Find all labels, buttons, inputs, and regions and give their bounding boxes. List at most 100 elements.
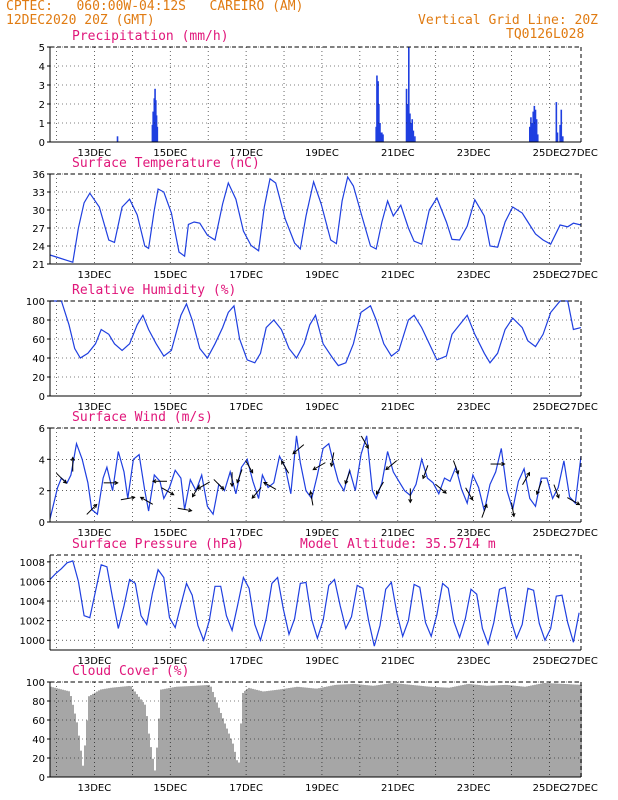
cloud-bar: [178, 686, 180, 777]
wind-arrow-head: [114, 480, 119, 485]
cloud-bar: [108, 688, 110, 777]
cloud-bar: [410, 684, 412, 777]
y-tick-label: 40: [32, 735, 45, 746]
cloud-bar: [326, 686, 328, 777]
wind-arrow: [139, 496, 154, 505]
wind-arrow: [120, 495, 136, 501]
wind-arrow: [553, 484, 560, 499]
x-tick-label: 25DEC: [533, 270, 567, 281]
cloud-bar: [66, 690, 68, 777]
cloud-bar: [442, 687, 444, 777]
cloud-bar: [144, 704, 146, 777]
wind-arrow: [452, 460, 460, 475]
wind-arrow-head: [151, 479, 157, 484]
wind-arrow-shaft: [86, 504, 98, 515]
cloud-bar: [312, 688, 314, 777]
cloud-bar: [566, 684, 568, 777]
wind-arrow-head: [139, 496, 145, 501]
cloud-bar: [72, 704, 74, 777]
cloud-bar: [438, 687, 440, 777]
cloud-bar: [80, 750, 82, 777]
wind-arrow-head: [70, 456, 75, 461]
wind-arrow: [329, 452, 335, 468]
cloud-bar: [196, 685, 198, 777]
wind-arrow-head: [422, 474, 427, 480]
wind-arrow-shaft: [511, 502, 515, 517]
cloud-bar: [424, 686, 426, 777]
precip-bar: [379, 132, 382, 142]
cloud-bar: [320, 687, 322, 777]
x-tick-label: 17DEC: [229, 783, 263, 794]
cloud-bar: [198, 685, 200, 777]
wind-arrow: [196, 481, 210, 490]
x-tick-label: 27DEC: [564, 148, 598, 159]
x-tick-label: 21DEC: [381, 783, 415, 794]
cloud-bar: [214, 697, 216, 777]
cloud-bar: [294, 687, 296, 777]
x-tick-label: 15DEC: [153, 270, 187, 281]
cloud-bar: [184, 686, 186, 777]
cloud-bar: [228, 733, 230, 777]
header-date: 12DEC2020 20Z (GMT): [6, 13, 155, 28]
cloud-bar: [62, 689, 64, 777]
precip-bar: [528, 126, 531, 142]
cloud-bar: [306, 687, 308, 777]
precip-bar: [405, 88, 408, 142]
wind-arrow-head: [375, 490, 380, 496]
cloud-bar: [84, 745, 86, 777]
precip-bar: [414, 136, 416, 142]
y-tick-label: 21: [32, 260, 45, 271]
cloud-bar: [128, 685, 130, 777]
cloud-bar: [134, 691, 136, 777]
wind-arrow-head: [292, 450, 297, 455]
wind-arrow-head: [263, 481, 268, 486]
cloud-bar: [550, 683, 552, 777]
cloud-bar: [204, 685, 206, 777]
cloud-bar: [568, 684, 570, 777]
cloud-bar: [94, 692, 96, 777]
wind-arrow-head: [511, 512, 516, 518]
cloud-bar: [354, 683, 356, 777]
cloud-bar: [448, 687, 450, 777]
cloud-bar: [96, 691, 98, 777]
wind-arrow-head: [196, 485, 202, 490]
cloud-bar: [232, 743, 234, 777]
cloud-bar: [506, 684, 508, 777]
wind-arrow-head: [501, 461, 506, 467]
cloud-bar: [572, 684, 574, 777]
rh-panel: 0 20 40 60 80 100 13DEC 15DEC 17DEC 19DEC 21DEC 23D…: [26, 297, 598, 413]
cloud-bar: [402, 684, 404, 777]
cloud-bar: [172, 687, 174, 777]
cloud-bar: [470, 684, 472, 777]
cloud-bar: [70, 696, 72, 777]
cloud-bar: [504, 684, 506, 777]
precip-bar: [116, 136, 119, 142]
wind-arrow: [535, 480, 543, 496]
cloud-bar: [82, 765, 84, 777]
wind-arrow-shaft: [56, 472, 67, 484]
wind-arrow: [481, 503, 488, 518]
cloud-bar: [220, 712, 222, 777]
x-tick-label: 21DEC: [381, 270, 415, 281]
wind-arrow-shaft: [309, 491, 314, 506]
y-tick-label: 60: [32, 335, 45, 346]
wind-arrow-head: [131, 495, 136, 500]
wind-arrow-shaft: [465, 487, 474, 501]
cloud-bar: [374, 685, 376, 777]
y-tick-label: 27: [32, 224, 45, 235]
wind-arrow: [360, 435, 369, 450]
cloud-bar: [314, 688, 316, 777]
cloud-bar: [258, 690, 260, 777]
cloud-bar: [570, 684, 572, 777]
wind-arrow: [161, 487, 175, 496]
cloud-bar: [548, 683, 550, 777]
y-tick-label: 0: [39, 138, 45, 149]
cloud-bar: [256, 689, 258, 777]
cloud-bar: [418, 685, 420, 777]
x-tick-label: 27DEC: [564, 402, 598, 413]
x-tick-label: 13DEC: [78, 783, 112, 794]
cloud-bar: [426, 686, 428, 777]
wind-arrow: [229, 472, 235, 488]
cloud-bar: [512, 685, 514, 777]
wind-panel: 0 2 4 6 13DEC 15DEC 17DEC 19DEC 21DEC 23DEC 25DEC2…: [39, 424, 598, 539]
